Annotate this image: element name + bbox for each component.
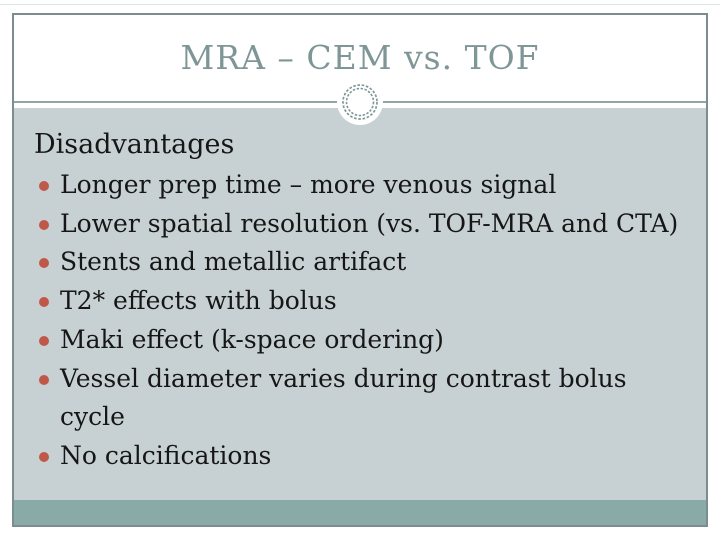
slide-title: MRA – CEM vs. TOF [180, 38, 540, 77]
bullet-text: Vessel diameter varies during contrast b… [60, 363, 627, 432]
slide-frame: MRA – CEM vs. TOF Disadvantages Longer p… [12, 13, 708, 527]
bullet-dot-icon [39, 297, 49, 308]
bullet-dot-icon [39, 181, 49, 191]
circle-ornament-icon [337, 79, 383, 125]
bullet-item: Maki effect (k-space ordering) [34, 321, 692, 360]
bullet-dot-icon [39, 335, 49, 346]
bullet-text: Stents and metallic artifact [60, 247, 407, 277]
bullet-dot-icon [39, 219, 49, 230]
body-heading: Disadvantages [34, 129, 235, 160]
footer-band [14, 500, 706, 525]
bullet-text: Longer prep time – more venous signal [60, 170, 557, 199]
bullet-item: Lower spatial resolution (vs. TOF-MRA an… [34, 205, 692, 244]
bullet-dot-icon [39, 258, 49, 269]
bullet-dot-icon [39, 451, 49, 462]
bullet-text: Lower spatial resolution (vs. TOF-MRA an… [60, 208, 679, 238]
bullet-item: Stents and metallic artifact [34, 243, 692, 282]
bullet-item: Longer prep time – more venous signal [34, 166, 692, 205]
bullet-dot-icon [39, 374, 49, 385]
bullet-item: Vessel diameter varies during contrast b… [34, 360, 692, 437]
bullet-item: T2* effects with bolus [34, 282, 692, 321]
body-area: Disadvantages Longer prep time – more ve… [14, 108, 706, 500]
top-accent-line [0, 4, 720, 5]
bullet-item: No calcifications [34, 437, 692, 476]
bullet-list: Longer prep time – more venous signal Lo… [34, 166, 692, 476]
bullet-text: Maki effect (k-space ordering) [60, 324, 444, 354]
bullet-text: T2* effects with bolus [60, 286, 337, 316]
bullet-text: No calcifications [60, 440, 272, 470]
